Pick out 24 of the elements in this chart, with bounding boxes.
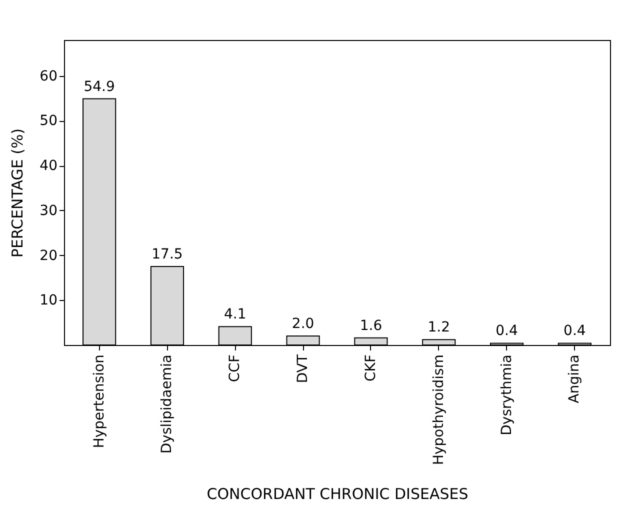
x-tick-label: CCF	[227, 354, 244, 382]
y-axis-title: PERCENTAGE (%)	[8, 128, 27, 258]
y-tick-label: 30	[40, 202, 58, 219]
y-tick-label: 60	[40, 68, 58, 84]
data-label: 1.2	[428, 320, 450, 336]
data-label: 17.5	[152, 246, 183, 263]
x-axis-title: CONCORDANT CHRONIC DISEASES	[206, 485, 468, 504]
x-tick-label: DVT	[295, 354, 312, 384]
y-tick-label: 40	[40, 158, 58, 174]
data-label: 1.6	[360, 318, 382, 334]
x-tick-label: Hypertension	[91, 354, 108, 448]
x-tick-label: Dyslipidaemia	[159, 354, 176, 454]
data-label: 0.4	[564, 323, 586, 340]
x-tick-label: CKF	[362, 354, 379, 382]
x-tick-label: Dysrythmia	[498, 354, 515, 436]
data-label: 2.0	[292, 316, 314, 332]
x-tick-label: Hypothyroidism	[430, 354, 447, 466]
data-label: 54.9	[84, 78, 115, 95]
data-label: 4.1	[224, 306, 246, 323]
y-tick-label: 50	[40, 113, 58, 130]
y-tick-label: 10	[40, 292, 58, 309]
x-tick-label: Angina	[566, 354, 583, 404]
data-label: 0.4	[496, 323, 518, 340]
y-tick-label: 20	[40, 248, 58, 264]
